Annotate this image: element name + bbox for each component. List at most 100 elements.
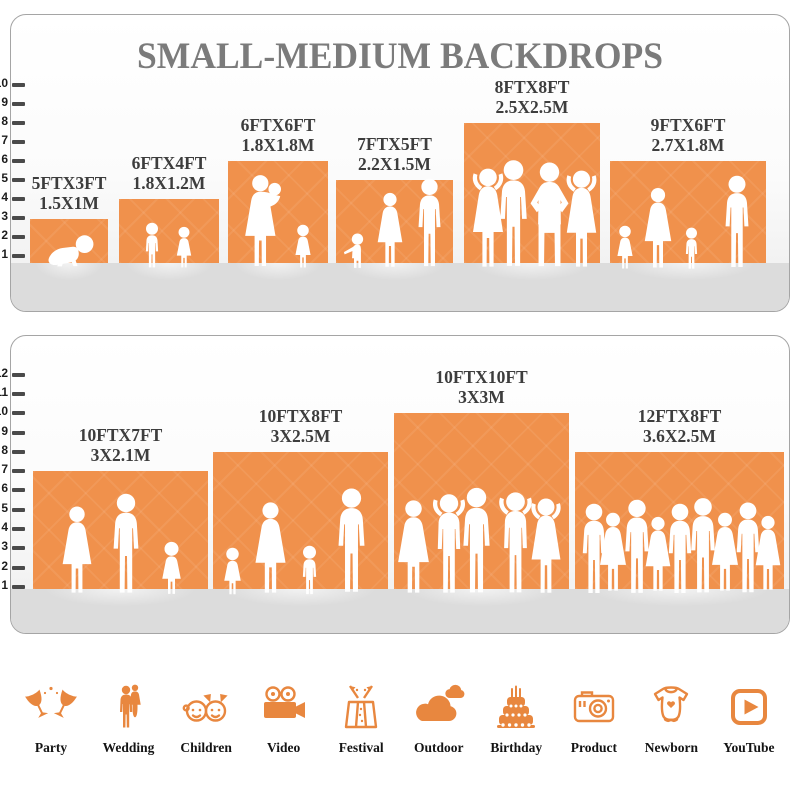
size-label: 7FTX5FT 2.2X1.5M [357,134,432,175]
category-label: Wedding [102,740,155,755]
youtube-icon [730,689,767,725]
ruler-number: 3 [1,539,8,553]
ruler-tick: 8 [0,443,25,457]
category-youtube: YouTube [712,660,786,756]
ruler-tick: 12 [0,366,25,380]
tick-dash [12,159,25,163]
size-label: 10FTX7FT 3X2.1M [78,425,163,466]
ruler-number: 2 [1,559,8,573]
ruler-number: 10 [0,76,8,90]
page-title: SMALL-MEDIUM BACKDROPS [137,36,663,77]
product-icon [573,691,615,723]
backdrop-6x4ft: 6FTX4FT 1.8X1.2M [119,153,219,268]
tick-dash [12,83,25,87]
ruler-number: 10 [0,404,8,418]
tick-dash [12,566,25,570]
category-video: Video [247,660,321,756]
festival-icon [344,685,378,729]
tick-dash [12,488,25,492]
outdoor-icon [415,684,465,721]
ruler-tick: 1 [0,578,25,592]
ruler-number: 4 [1,520,8,534]
category-outdoor: Outdoor [402,660,476,756]
backdrop-8x8ft: 8FTX8FT 2.5X2.5M [464,77,600,267]
birthday-icon [497,685,536,728]
ruler-tick: 9 [0,95,25,109]
tick-dash [12,508,25,512]
size-label: 6FTX6FT 1.8X1.8M [240,115,316,156]
category-children: Children [169,660,243,756]
ruler-tick: 4 [0,520,25,534]
ruler-tick: 8 [0,114,25,128]
category-label: Video [267,740,301,755]
tick-dash [12,546,25,550]
category-party: Party [14,660,88,756]
tick-dash [12,450,25,454]
tick-dash [12,469,25,473]
ruler-number: 2 [1,228,8,242]
size-label: 12FTX8FT 3.6X2.5M [637,406,722,447]
ruler-number: 1 [1,247,8,261]
category-festival: Festival [324,660,398,756]
family-silhouettes [223,488,364,595]
family-silhouettes [343,178,440,268]
ruler-number: 7 [1,133,8,147]
tick-dash [12,431,25,435]
backdrop-9x6ft: 9FTX6FT 2.7X1.8M [610,115,766,269]
category-label: Outdoor [413,740,464,755]
category-wedding: Wedding [92,660,166,756]
children-icon [182,694,228,722]
category-label: Product [570,740,617,755]
ruler-tick: 5 [0,501,25,515]
tick-dash [12,527,25,531]
posing-adults-silhouettes [472,160,597,267]
ruler-tick: 1 [0,247,25,261]
ruler-number: 6 [1,152,8,166]
category-birthday: Birthday [479,660,553,756]
backdrop-10x7ft: 10FTX7FT 3X2.1M [33,425,208,594]
ruler-number: 7 [1,462,8,476]
ruler-number: 4 [1,190,8,204]
ruler-tick: 2 [0,559,25,573]
tick-dash [12,411,25,415]
tick-dash [12,102,25,106]
category-row: Party Wedding [14,660,786,756]
ruler-number: 8 [1,114,8,128]
ruler-number: 12 [0,366,8,380]
ruler-tick: 10 [0,404,25,418]
ruler-tick: 5 [0,171,25,185]
tick-dash [12,197,25,201]
ruler-number: 5 [1,501,8,515]
ruler-tick: 3 [0,209,25,223]
size-label: 5FTX3FT 1.5X1M [31,173,107,214]
tick-dash [12,235,25,239]
ruler-tick: 6 [0,152,25,166]
newborn-icon [654,686,689,723]
backdrop-6x6ft: 6FTX6FT 1.8X1.8M [228,115,328,268]
ruler-number: 1 [1,578,8,592]
ruler-number: 8 [1,443,8,457]
family-silhouettes [617,175,749,269]
category-label: YouTube [723,740,775,755]
ruler-tick: 11 [0,385,25,399]
size-label: 8FTX8FT 2.5X2.5M [494,77,570,118]
video-icon [263,686,305,718]
tick-dash [12,373,25,377]
size-label: 10FTX10FT 3X3M [435,367,528,408]
category-label: Newborn [644,740,698,755]
size-label: 9FTX6FT 2.7X1.8M [650,115,726,156]
backdrop-10x10ft: 10FTX10FT 3X3M [394,367,569,593]
posing-adults-silhouettes [397,487,561,593]
ruler-number: 9 [1,424,8,438]
backdrop-7x5ft: 7FTX5FT 2.2X1.5M [336,134,453,268]
tick-dash [12,140,25,144]
ruler-tick: 4 [0,190,25,204]
mother-and-child-silhouettes [245,175,311,268]
ruler-number: 5 [1,171,8,185]
ruler-tick: 10 [0,76,25,90]
tick-dash [12,178,25,182]
category-product: Product [557,660,631,756]
category-label: Party [34,740,68,755]
ruler-tick: 6 [0,481,25,495]
ruler-number: 3 [1,209,8,223]
